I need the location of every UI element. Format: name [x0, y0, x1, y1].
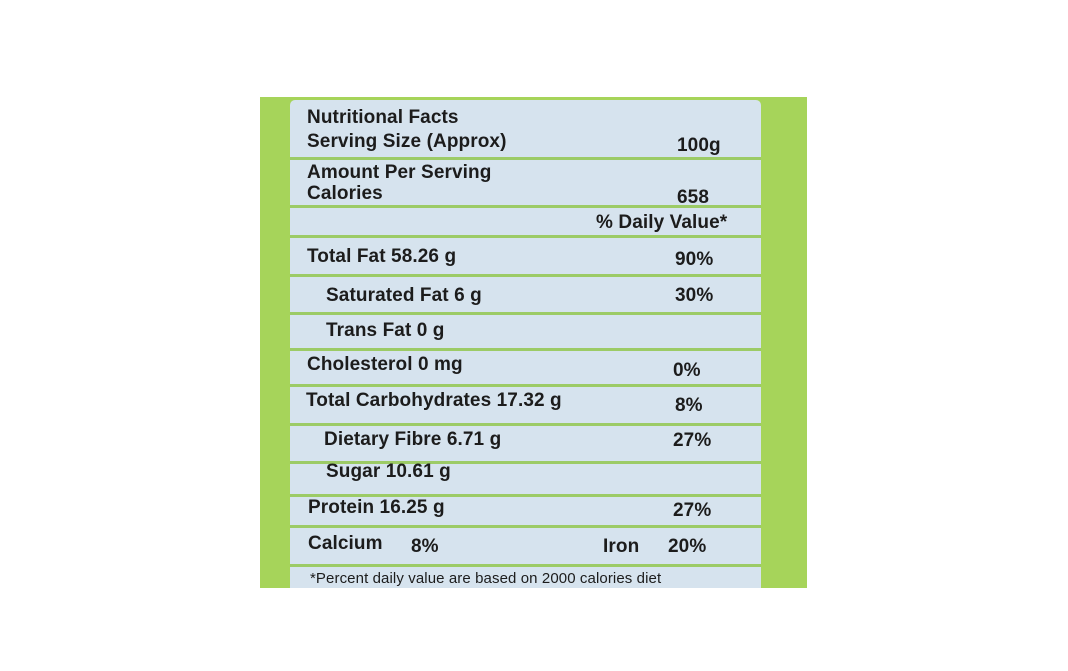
serving-size-label: Serving Size (Approx) [307, 131, 507, 152]
calories-row: Amount Per Serving Calories 658 [290, 160, 761, 208]
nutrient-row: Total Carbohydrates 17.32 g 8% [290, 387, 761, 426]
footnote-row: *Percent daily value are based on 2000 c… [290, 567, 761, 588]
nutrient-label: Total Fat 58.26 g [307, 246, 457, 267]
nutrient-label: Total Carbohydrates 17.32 g [306, 390, 562, 411]
nutrient-label: Trans Fat 0 g [326, 320, 445, 341]
iron-value: 20% [668, 536, 707, 557]
nutrient-row: Total Fat 58.26 g 90% [290, 238, 761, 277]
nutrient-label: Sugar 10.61 g [326, 461, 451, 482]
nutrient-label: Protein 16.25 g [308, 497, 445, 518]
nutrient-row: Protein 16.25 g 27% [290, 497, 761, 528]
nutrient-row: Dietary Fibre 6.71 g 27% [290, 426, 761, 464]
nutrient-row: Cholesterol 0 mg 0% [290, 351, 761, 387]
nutrient-daily-value: 8% [675, 395, 703, 416]
daily-value-header: % Daily Value* [596, 212, 728, 233]
calories-label: Calories [307, 183, 383, 204]
calories-value: 658 [677, 187, 710, 208]
nutrient-label: Dietary Fibre 6.71 g [324, 429, 502, 450]
minerals-row: Calcium 8% Iron 20% [290, 528, 761, 567]
nutrient-daily-value: 30% [675, 285, 714, 306]
nutrient-daily-value: 0% [673, 360, 701, 381]
nutrition-title: Nutritional Facts [307, 107, 459, 128]
footnote: *Percent daily value are based on 2000 c… [310, 570, 662, 587]
nutrient-daily-value: 27% [673, 500, 712, 521]
calcium-value: 8% [411, 536, 439, 557]
daily-value-header-row: % Daily Value* [290, 208, 761, 238]
nutrition-facts-panel: Nutritional Facts Serving Size (Approx) … [290, 100, 761, 588]
nutrient-daily-value: 27% [673, 430, 712, 451]
nutrient-daily-value: 90% [675, 249, 714, 270]
nutrient-row: Saturated Fat 6 g 30% [290, 277, 761, 315]
iron-label: Iron [603, 536, 640, 557]
nutrient-label: Cholesterol 0 mg [307, 354, 463, 375]
serving-size-value: 100g [677, 135, 721, 156]
product-package: Nutritional Facts Serving Size (Approx) … [260, 97, 807, 588]
header-row: Nutritional Facts Serving Size (Approx) … [290, 100, 761, 160]
nutrient-label: Saturated Fat 6 g [326, 285, 482, 306]
nutrient-row: Sugar 10.61 g [290, 461, 761, 497]
amount-per-serving-label: Amount Per Serving [307, 162, 492, 183]
nutrient-row: Trans Fat 0 g [290, 315, 761, 351]
calcium-label: Calcium [308, 533, 383, 554]
